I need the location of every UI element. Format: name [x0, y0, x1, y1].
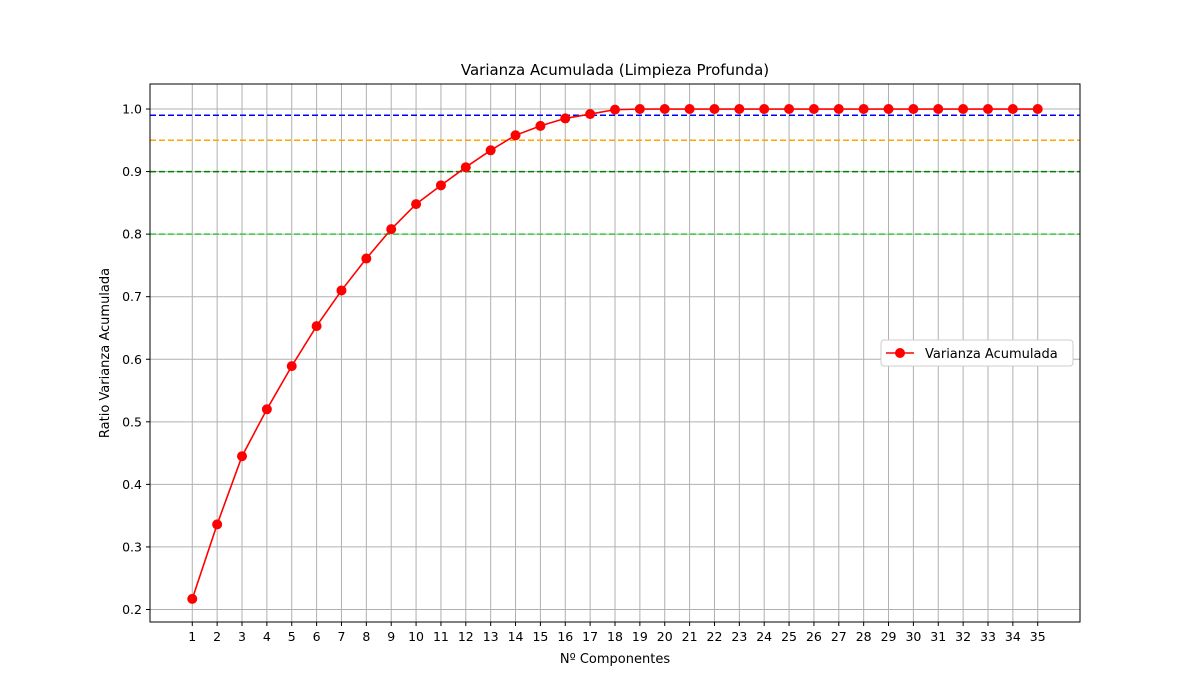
data-point [411, 199, 422, 210]
y-tick-label: 0.8 [122, 227, 142, 242]
x-tick-label: 15 [532, 629, 548, 644]
x-tick-label: 34 [1005, 629, 1021, 644]
data-point [958, 104, 969, 115]
x-tick-label: 1 [188, 629, 196, 644]
data-point [709, 104, 720, 115]
y-axis-label: Ratio Varianza Acumulada [98, 268, 113, 438]
data-point [261, 404, 272, 415]
x-tick-label: 14 [508, 629, 524, 644]
y-tick-label: 0.6 [122, 352, 142, 367]
y-tick-label: 1.0 [122, 102, 142, 117]
x-tick-label: 10 [408, 629, 424, 644]
x-tick-label: 18 [607, 629, 623, 644]
data-point [759, 104, 770, 115]
x-tick-label: 27 [831, 629, 847, 644]
y-tick-label: 0.3 [122, 539, 142, 554]
y-tick-label: 0.7 [122, 289, 142, 304]
legend-entry-label: Varianza Acumulada [925, 347, 1058, 362]
x-axis-label: Nº Componentes [560, 652, 670, 667]
data-point [535, 120, 546, 131]
data-point [311, 321, 322, 332]
x-tick-label: 32 [955, 629, 971, 644]
x-tick-label: 23 [731, 629, 747, 644]
data-point [212, 519, 223, 530]
y-tick-label: 0.2 [122, 602, 142, 617]
x-tick-label: 30 [905, 629, 921, 644]
legend-box [880, 339, 1074, 367]
data-point [784, 104, 795, 115]
data-point [1007, 104, 1018, 115]
data-point [858, 104, 869, 115]
x-tick-label: 35 [1030, 629, 1046, 644]
data-point [634, 104, 645, 115]
data-point [933, 104, 944, 115]
data-point [187, 593, 198, 604]
data-point [833, 104, 844, 115]
data-point [734, 104, 745, 115]
x-tick-label: 5 [288, 629, 296, 644]
data-point [286, 361, 297, 372]
x-tick-label: 29 [881, 629, 897, 644]
series [187, 104, 1043, 604]
data-point [1032, 104, 1043, 115]
data-point [361, 253, 372, 264]
x-tick-label: 7 [337, 629, 345, 644]
data-point [435, 180, 446, 191]
x-tick-label: 26 [806, 629, 822, 644]
data-point [610, 104, 620, 115]
data-point [485, 145, 496, 156]
x-tick-label: 9 [387, 629, 395, 644]
x-tick-label: 6 [313, 629, 321, 644]
y-tick-label: 0.4 [122, 477, 142, 492]
x-tick-label: 12 [458, 629, 474, 644]
x-tick-label: 28 [856, 629, 872, 644]
data-point [336, 285, 347, 296]
data-point [908, 104, 919, 115]
x-tick-label: 13 [483, 629, 499, 644]
data-point [460, 162, 471, 173]
y-axis-ticks: 0.2 0.3 0.4 0.5 0.6 0.7 0.8 0.9 1.0 [122, 102, 150, 617]
x-tick-label: 17 [582, 629, 598, 644]
data-point [237, 451, 248, 462]
x-tick-label: 21 [682, 629, 698, 644]
data-point [510, 130, 521, 141]
reference-lines [150, 114, 1080, 235]
x-tick-label: 33 [980, 629, 996, 644]
chart-title: Varianza Acumulada (Limpieza Profunda) [461, 61, 769, 79]
data-point [659, 104, 670, 115]
x-tick-label: 8 [362, 629, 370, 644]
x-tick-label: 4 [263, 629, 271, 644]
legend: Varianza Acumulada [880, 339, 1074, 367]
x-tick-label: 24 [756, 629, 772, 644]
data-point [982, 104, 993, 115]
x-tick-label: 31 [930, 629, 946, 644]
x-tick-label: 25 [781, 629, 797, 644]
data-point [560, 113, 571, 124]
x-tick-label: 2 [213, 629, 221, 644]
data-point [883, 104, 894, 115]
x-tick-label: 3 [238, 629, 246, 644]
y-tick-label: 0.5 [122, 414, 142, 429]
x-tick-label: 16 [557, 629, 573, 644]
x-axis-ticks: 1 2 3 4 5 6 7 8 9 10 11 12 13 14 15 16 17 18 19 20 21 22 23 24 2… [188, 622, 1046, 644]
x-tick-label: 19 [632, 629, 648, 644]
data-point [684, 104, 695, 115]
data-point [585, 109, 596, 120]
data-point [386, 224, 397, 235]
legend-marker-sample [895, 348, 905, 358]
y-tick-label: 0.9 [122, 164, 142, 179]
x-tick-label: 20 [657, 629, 673, 644]
x-tick-label: 22 [707, 629, 723, 644]
x-tick-label: 11 [433, 629, 449, 644]
data-point [808, 104, 819, 115]
